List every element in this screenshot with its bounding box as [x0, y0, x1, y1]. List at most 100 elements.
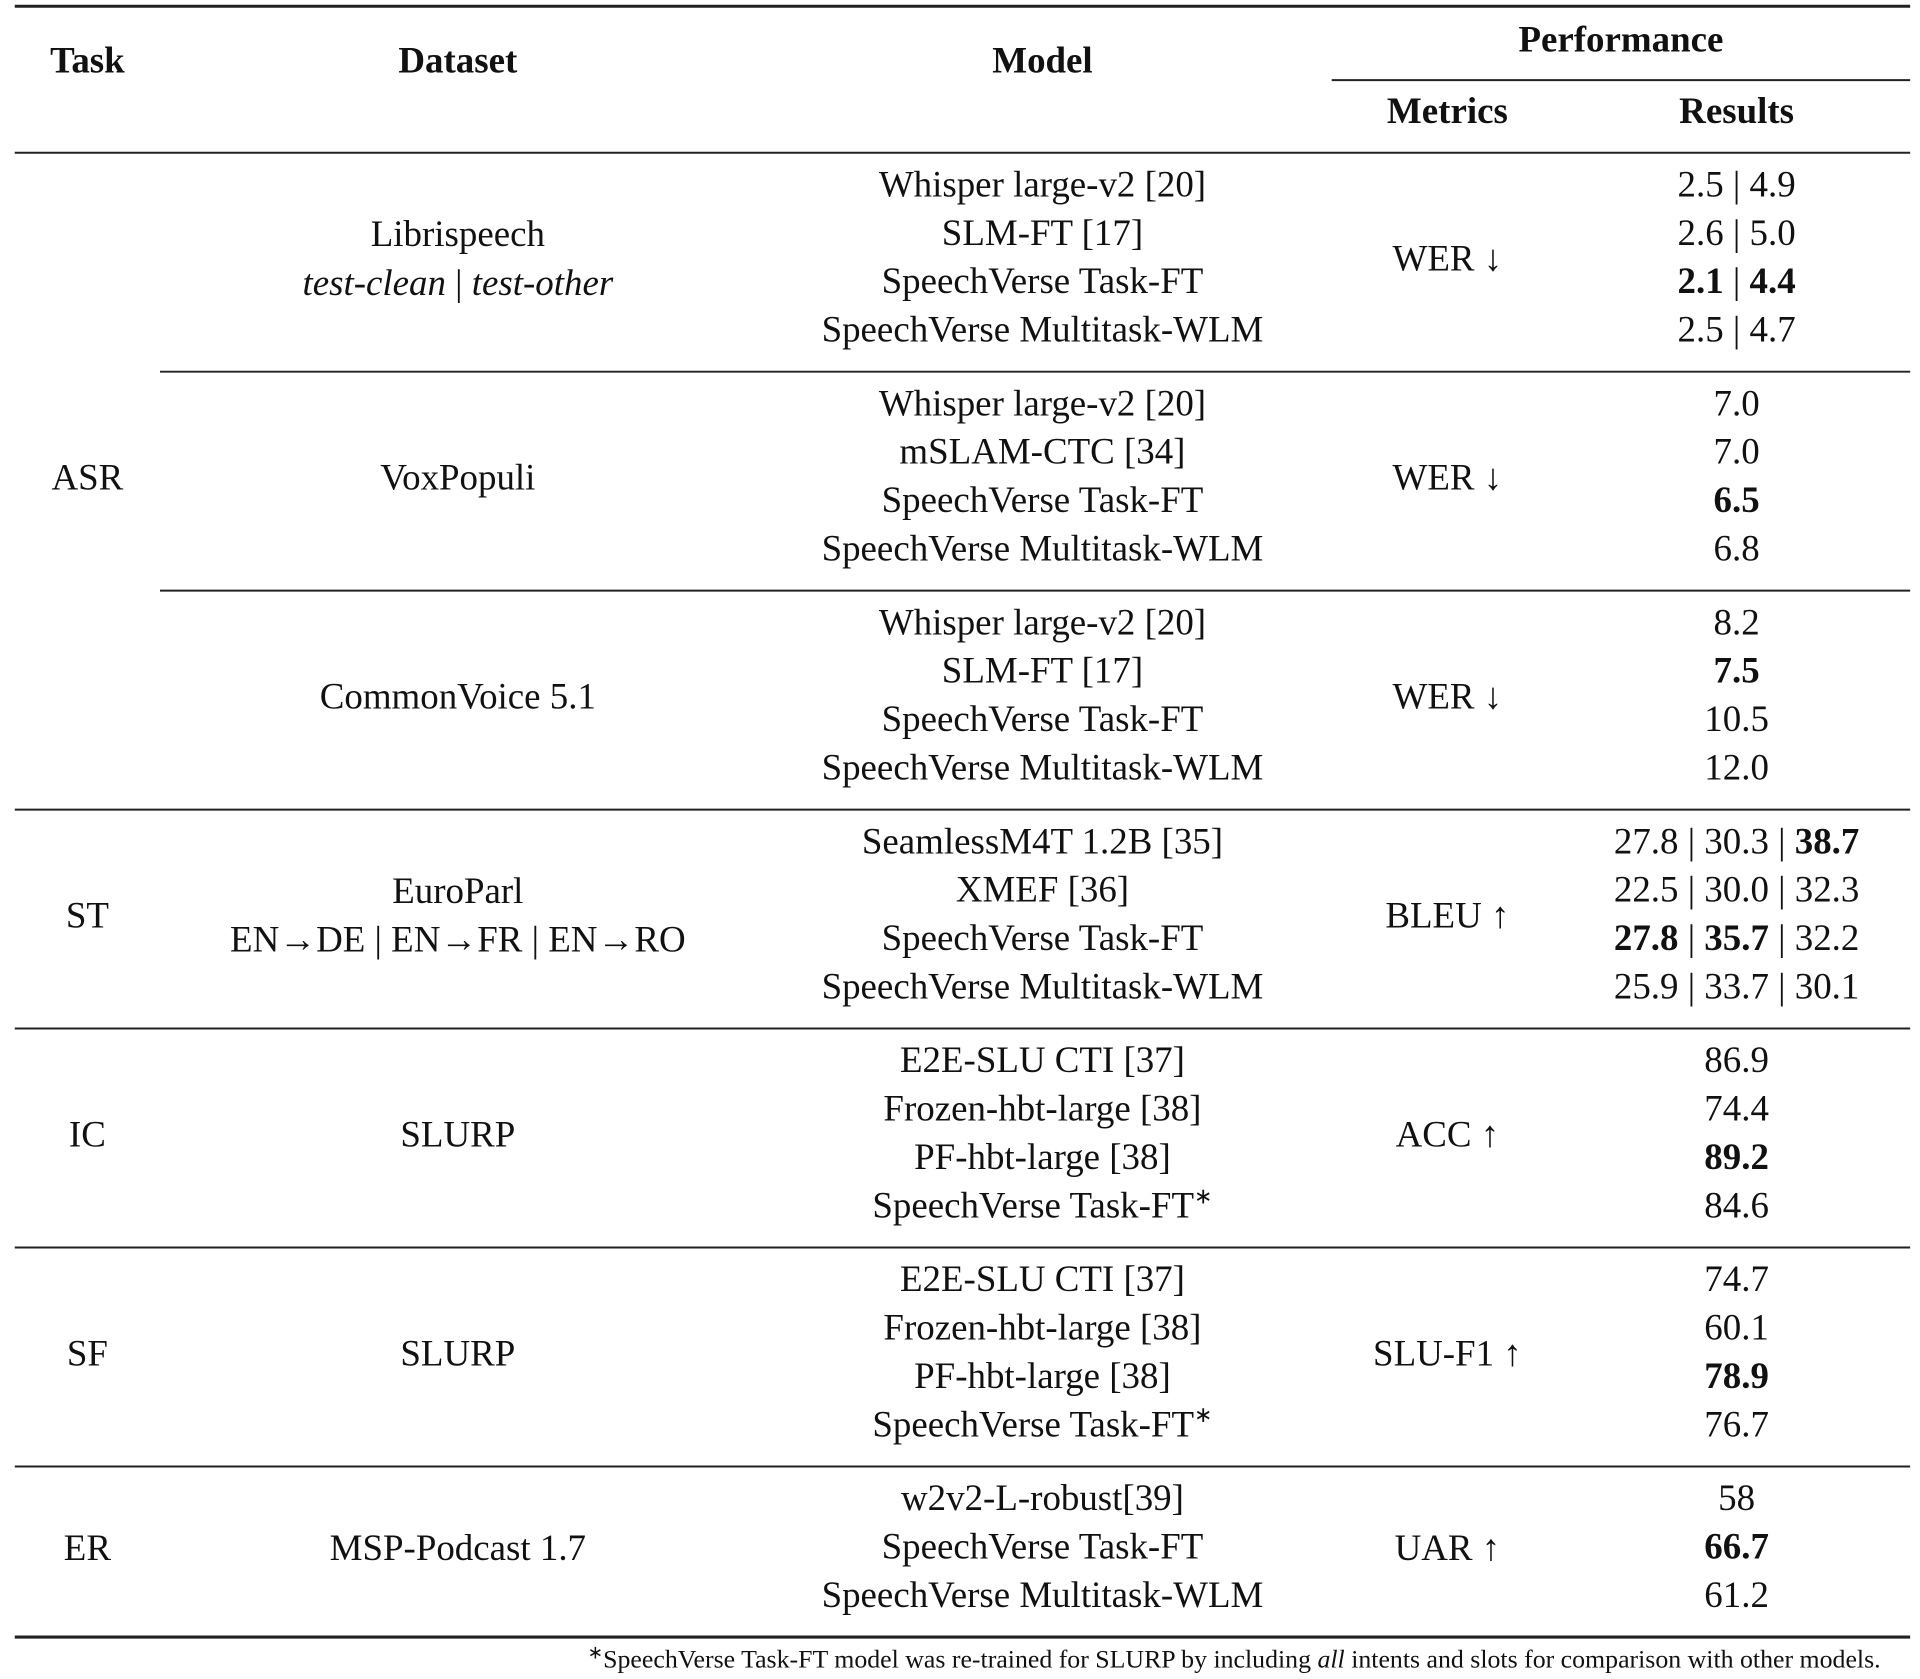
- result: 7.5: [1714, 650, 1760, 691]
- result-part: 6.8: [1714, 528, 1760, 569]
- result-part: 4.4: [1750, 261, 1796, 302]
- model: SpeechVerse Task-FT∗: [872, 1183, 1212, 1225]
- footnote-mark: ∗: [1194, 1402, 1213, 1427]
- result: 12.0: [1704, 747, 1769, 788]
- dataset-name: SLURP: [400, 1113, 515, 1154]
- model-name: PF-hbt-large [38]: [914, 1355, 1171, 1396]
- result: 66.7: [1704, 1526, 1769, 1567]
- header-task: Task: [50, 40, 125, 81]
- result-part: |: [1724, 212, 1750, 253]
- metric: SLU-F1 ↑: [1373, 1332, 1522, 1373]
- result-part: 2.5: [1678, 309, 1724, 350]
- dataset-name: MSP-Podcast 1.7: [330, 1527, 586, 1568]
- result-part: 2.1: [1678, 261, 1724, 302]
- metric: BLEU ↑: [1385, 895, 1509, 936]
- model: SpeechVerse Task-FT: [882, 699, 1204, 740]
- model: XMEF [36]: [956, 869, 1129, 910]
- result-part: 35.7: [1704, 917, 1769, 958]
- result-part: 30.3: [1704, 821, 1769, 862]
- result-part: 7.5: [1714, 650, 1760, 691]
- model: Whisper large-v2 [20]: [879, 602, 1206, 643]
- footnote-part: SpeechVerse Task-FT model was re-trained…: [603, 1645, 1317, 1674]
- footnote: ∗SpeechVerse Task-FT model was re-traine…: [588, 1643, 1881, 1674]
- result-part: 38.7: [1795, 821, 1860, 862]
- result-part: 22.5: [1614, 869, 1679, 910]
- result-part: |: [1769, 821, 1795, 862]
- result-part: |: [1724, 309, 1750, 350]
- result: 7.0: [1714, 383, 1760, 424]
- model-name: w2v2-L-robust[39]: [901, 1478, 1184, 1519]
- model: SpeechVerse Task-FT: [882, 480, 1204, 521]
- metric: WER ↓: [1393, 676, 1503, 717]
- result: 61.2: [1704, 1574, 1769, 1615]
- result-part: 7.0: [1714, 431, 1760, 472]
- result-part: 25.9: [1614, 966, 1679, 1007]
- header-model: Model: [992, 40, 1092, 81]
- model-name: SpeechVerse Multitask-WLM: [822, 966, 1264, 1007]
- model-name: SpeechVerse Task-FT: [882, 1526, 1204, 1567]
- dataset-subtitle: test-clean | test-other: [302, 262, 613, 303]
- header-dataset: Dataset: [398, 40, 518, 81]
- result-part: 84.6: [1704, 1185, 1769, 1226]
- result: 2.1 | 4.4: [1678, 261, 1796, 302]
- model-name: PF-hbt-large [38]: [914, 1136, 1171, 1177]
- metric: WER ↓: [1393, 238, 1503, 279]
- model: SpeechVerse Multitask-WLM: [822, 528, 1264, 569]
- model-name: Frozen-hbt-large [38]: [883, 1088, 1201, 1129]
- result-part: 66.7: [1704, 1526, 1769, 1567]
- result-part: |: [1724, 164, 1750, 205]
- model-name: SpeechVerse Multitask-WLM: [822, 528, 1264, 569]
- model: SeamlessM4T 1.2B [35]: [862, 821, 1223, 862]
- result-part: |: [1678, 966, 1704, 1007]
- dataset-name: SLURP: [400, 1332, 515, 1373]
- model: SLM-FT [17]: [942, 650, 1143, 691]
- model: w2v2-L-robust[39]: [901, 1478, 1184, 1519]
- model-name: SeamlessM4T 1.2B [35]: [862, 821, 1223, 862]
- model-name: Whisper large-v2 [20]: [879, 383, 1206, 424]
- result-part: 7.0: [1714, 383, 1760, 424]
- result: 25.9 | 33.7 | 30.1: [1614, 966, 1859, 1007]
- result: 2.5 | 4.9: [1678, 164, 1796, 205]
- result-part: 27.8: [1614, 917, 1679, 958]
- dataset-name: Librispeech: [371, 213, 545, 254]
- task: IC: [69, 1113, 106, 1154]
- header-performance: Performance: [1518, 19, 1723, 60]
- result-part: 74.4: [1704, 1088, 1769, 1129]
- model: PF-hbt-large [38]: [914, 1136, 1171, 1177]
- model: SLM-FT [17]: [942, 212, 1143, 253]
- result: 74.4: [1704, 1088, 1769, 1129]
- result-part: 60.1: [1704, 1307, 1769, 1348]
- model: SpeechVerse Task-FT: [882, 261, 1204, 302]
- result: 74.7: [1704, 1259, 1769, 1300]
- result-part: 2.6: [1678, 212, 1724, 253]
- result: 78.9: [1704, 1355, 1769, 1396]
- subtitle-part: EN→DE | EN→FR | EN→RO: [230, 919, 686, 960]
- metric: UAR ↑: [1395, 1527, 1501, 1568]
- result-part: 32.3: [1795, 869, 1860, 910]
- task: SF: [67, 1332, 108, 1373]
- dataset-subtitle: EN→DE | EN→FR | EN→RO: [230, 919, 686, 960]
- model: Frozen-hbt-large [38]: [883, 1307, 1201, 1348]
- result-part: 2.5: [1678, 164, 1724, 205]
- result-part: 5.0: [1750, 212, 1796, 253]
- model: SpeechVerse Multitask-WLM: [822, 309, 1264, 350]
- result: 76.7: [1704, 1404, 1769, 1445]
- result: 8.2: [1714, 602, 1760, 643]
- model-name: SpeechVerse Multitask-WLM: [822, 747, 1264, 788]
- header-results: Results: [1679, 90, 1794, 131]
- result-part: 78.9: [1704, 1355, 1769, 1396]
- result: 7.0: [1714, 431, 1760, 472]
- result: 84.6: [1704, 1185, 1769, 1226]
- model: SpeechVerse Multitask-WLM: [822, 747, 1264, 788]
- metric: ACC ↑: [1396, 1113, 1500, 1154]
- result: 10.5: [1704, 699, 1769, 740]
- subtitle-part: |: [446, 262, 472, 303]
- footnote-mark: ∗: [588, 1643, 603, 1663]
- result: 6.8: [1714, 528, 1760, 569]
- result-part: |: [1678, 821, 1704, 862]
- model: SpeechVerse Multitask-WLM: [822, 1574, 1264, 1615]
- result-part: |: [1724, 261, 1750, 302]
- model-name: Whisper large-v2 [20]: [879, 602, 1206, 643]
